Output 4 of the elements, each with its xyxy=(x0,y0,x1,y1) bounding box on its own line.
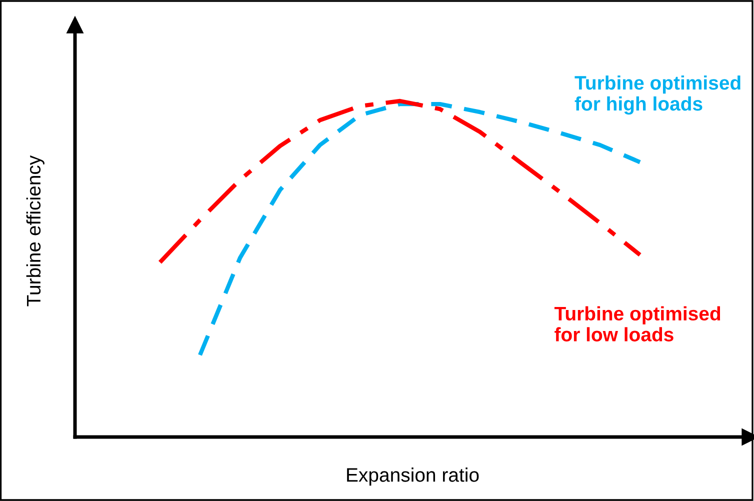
x-axis-title: Expansion ratio xyxy=(347,468,479,486)
text: Turbine optimised for low loads xyxy=(554,306,720,342)
y-axis-title: Turbine efficiency xyxy=(26,155,44,306)
series-label: Turbine optimised for high loads xyxy=(574,75,740,115)
